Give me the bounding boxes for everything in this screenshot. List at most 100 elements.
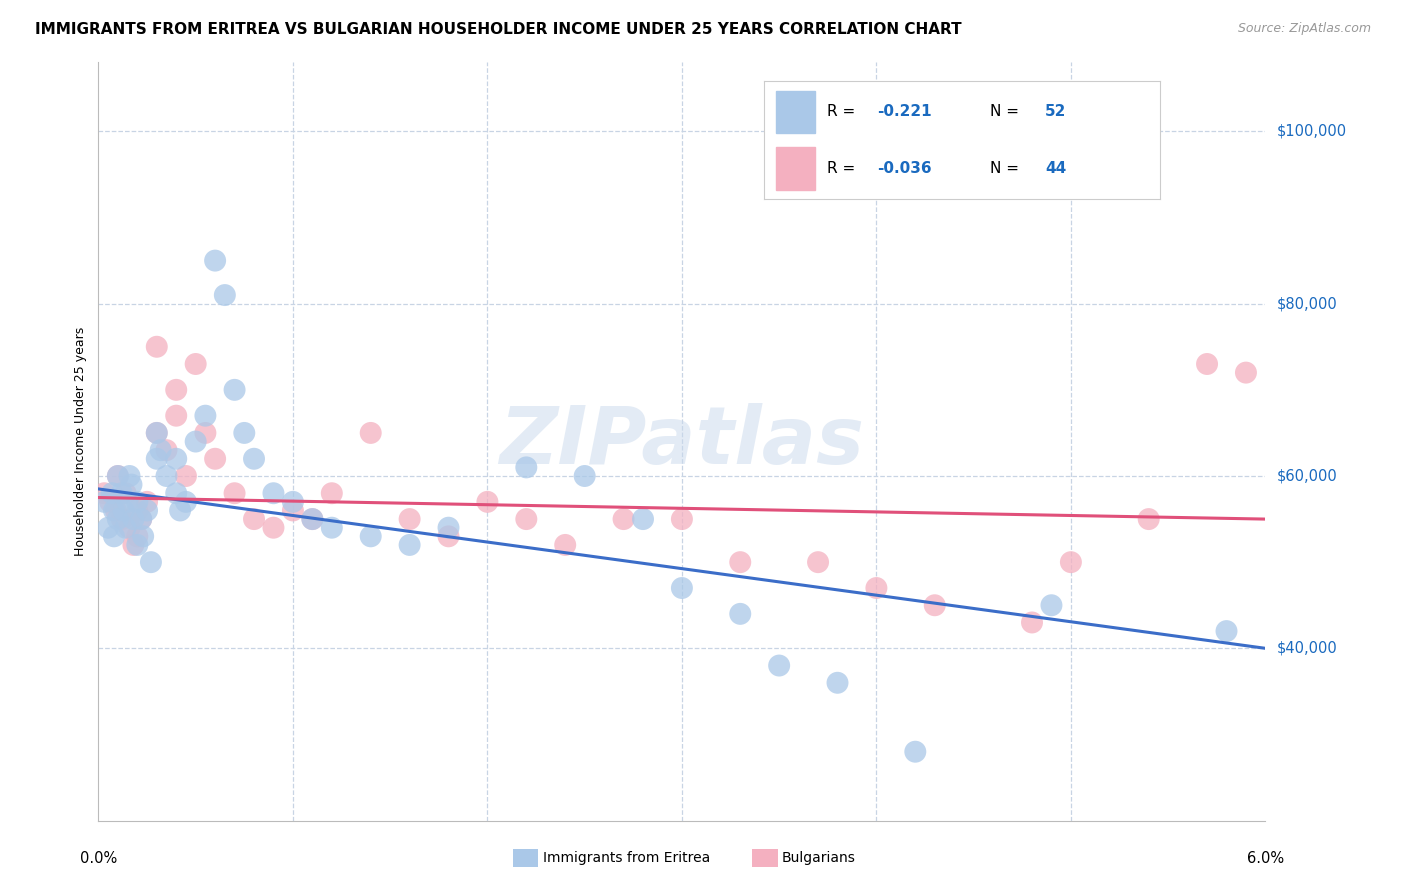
Point — [1137, 512, 1160, 526]
Point — [146, 425, 169, 440]
Point — [103, 529, 125, 543]
Point — [554, 538, 576, 552]
Point — [924, 599, 946, 613]
Text: $80,000: $80,000 — [1277, 296, 1337, 311]
Point — [184, 357, 207, 371]
Point — [165, 486, 187, 500]
Point — [730, 607, 752, 621]
Point — [174, 469, 197, 483]
Point — [613, 512, 636, 526]
Point — [224, 383, 246, 397]
Point — [118, 469, 141, 483]
Point — [136, 495, 159, 509]
Text: IMMIGRANTS FROM ERITREA VS BULGARIAN HOUSEHOLDER INCOME UNDER 25 YEARS CORRELATI: IMMIGRANTS FROM ERITREA VS BULGARIAN HOU… — [35, 22, 962, 37]
Point — [101, 486, 124, 500]
Point — [118, 521, 141, 535]
Text: Source: ZipAtlas.com: Source: ZipAtlas.com — [1237, 22, 1371, 36]
Point — [98, 495, 121, 509]
Point — [121, 477, 143, 491]
Point — [111, 512, 134, 526]
Point — [155, 443, 177, 458]
Point — [204, 253, 226, 268]
Point — [107, 512, 129, 526]
Point — [129, 512, 152, 526]
Point — [262, 486, 284, 500]
Point — [827, 675, 849, 690]
Point — [129, 512, 152, 526]
Point — [112, 503, 135, 517]
Point — [127, 503, 149, 517]
Point — [114, 521, 136, 535]
Point — [904, 745, 927, 759]
Point — [730, 555, 752, 569]
Point — [194, 409, 217, 423]
Point — [301, 512, 323, 526]
Point — [233, 425, 256, 440]
Point — [174, 495, 197, 509]
Text: $100,000: $100,000 — [1277, 124, 1347, 139]
Point — [574, 469, 596, 483]
Point — [146, 340, 169, 354]
Point — [631, 512, 654, 526]
Point — [107, 469, 129, 483]
Text: 6.0%: 6.0% — [1247, 851, 1284, 866]
Point — [671, 581, 693, 595]
Point — [1040, 599, 1063, 613]
Point — [398, 538, 420, 552]
Point — [281, 503, 304, 517]
Point — [165, 409, 187, 423]
Point — [807, 555, 830, 569]
Point — [224, 486, 246, 500]
Point — [360, 425, 382, 440]
Point — [127, 538, 149, 552]
Point — [1215, 624, 1237, 639]
Point — [146, 451, 169, 466]
Point — [1060, 555, 1083, 569]
Point — [204, 451, 226, 466]
Point — [214, 288, 236, 302]
Point — [865, 581, 887, 595]
Point — [139, 555, 162, 569]
Text: ZIPatlas: ZIPatlas — [499, 402, 865, 481]
Point — [398, 512, 420, 526]
Point — [104, 503, 127, 517]
Point — [127, 529, 149, 543]
Point — [477, 495, 499, 509]
Text: 0.0%: 0.0% — [80, 851, 117, 866]
Point — [155, 469, 177, 483]
Text: $60,000: $60,000 — [1277, 468, 1337, 483]
Point — [437, 521, 460, 535]
Point — [169, 503, 191, 517]
Point — [768, 658, 790, 673]
Point — [321, 486, 343, 500]
Point — [194, 425, 217, 440]
Point — [1234, 366, 1257, 380]
Point — [93, 495, 115, 509]
Point — [107, 469, 129, 483]
Point — [117, 495, 139, 509]
Point — [93, 486, 115, 500]
Point — [111, 486, 134, 500]
Text: $40,000: $40,000 — [1277, 640, 1337, 656]
Point — [515, 460, 537, 475]
Point — [97, 521, 120, 535]
Point — [149, 443, 172, 458]
Point — [360, 529, 382, 543]
Point — [437, 529, 460, 543]
Point — [1021, 615, 1043, 630]
Point — [146, 425, 169, 440]
Point — [132, 529, 155, 543]
Text: Bulgarians: Bulgarians — [782, 851, 856, 865]
Point — [136, 503, 159, 517]
Point — [301, 512, 323, 526]
Point — [114, 486, 136, 500]
Point — [243, 451, 266, 466]
Point — [165, 451, 187, 466]
Point — [165, 383, 187, 397]
Point — [321, 521, 343, 535]
Point — [515, 512, 537, 526]
Point — [103, 503, 125, 517]
Point — [671, 512, 693, 526]
Y-axis label: Householder Income Under 25 years: Householder Income Under 25 years — [75, 326, 87, 557]
Point — [184, 434, 207, 449]
